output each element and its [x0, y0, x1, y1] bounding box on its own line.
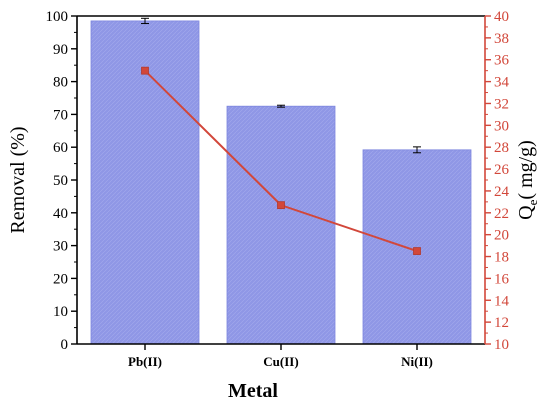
y-left-tick-label: 50	[53, 173, 68, 189]
y-right-tick-label: 36	[494, 53, 510, 69]
error-bar	[141, 17, 149, 25]
y-left-axis-title: Removal (%)	[7, 126, 29, 233]
y-left-tick-label: 60	[53, 140, 68, 156]
y-right-tick-label: 16	[494, 271, 510, 287]
y-right-tick-label: 32	[494, 96, 509, 112]
y-right-tick-label: 14	[494, 293, 510, 309]
y-left-tick-label: 70	[53, 107, 68, 123]
bar-pbii	[90, 20, 200, 345]
y-left-tick-label: 100	[46, 9, 69, 25]
y-right-tick-label: 18	[494, 250, 509, 266]
axes-layer: 0 10 20 30 40 50 60 70 80 90 100 10 12 14 16 18 20 22 24 26…	[46, 9, 510, 369]
qe-point-niii	[413, 247, 421, 255]
x-tick-label: Ni(II)	[401, 354, 433, 369]
x-tick-label: Pb(II)	[128, 354, 162, 369]
bar-cuii	[226, 105, 336, 345]
y-left-tick-label: 30	[53, 239, 68, 255]
x-axis-title: Metal	[228, 380, 278, 402]
y-right-axis-title-rest: ( mg/g)	[515, 140, 537, 199]
y-right-tick-label: 38	[494, 31, 509, 47]
y-right-tick-label: 12	[494, 315, 509, 331]
y-right-tick-label: 24	[494, 184, 510, 200]
y-right-axis-title-main: Q	[515, 205, 537, 220]
y-left-tick-label: 90	[53, 42, 68, 58]
y-right-tick-label: 10	[494, 337, 509, 353]
bar-niii	[362, 149, 472, 345]
error-bars-layer	[141, 17, 421, 154]
qe-point-pbii	[141, 66, 149, 75]
error-bar	[413, 146, 421, 154]
y-right-tick-label: 22	[494, 206, 509, 222]
x-tick-label: Cu(II)	[263, 354, 298, 369]
y-right-axis-title-sub: e	[525, 199, 540, 205]
y-left-tick-label: 10	[53, 304, 68, 320]
y-left-tick-label: 80	[53, 75, 68, 91]
y-left-tick-label: 0	[61, 337, 69, 353]
y-left-tick-label: 40	[53, 206, 68, 222]
y-right-tick-label: 26	[494, 162, 510, 178]
error-bar	[277, 104, 285, 108]
y-right-tick-label: 34	[494, 75, 510, 91]
line-series-layer	[141, 66, 421, 255]
y-right-tick-label: 28	[494, 140, 509, 156]
y-right-tick-label: 20	[494, 228, 509, 244]
y-right-tick-label: 30	[494, 118, 509, 134]
y-right-axis-title: Qe( mg/g)	[515, 140, 540, 220]
qe-point-cuii	[277, 201, 285, 210]
y-right-tick-label: 40	[494, 9, 509, 25]
y-left-tick-label: 20	[53, 271, 68, 287]
